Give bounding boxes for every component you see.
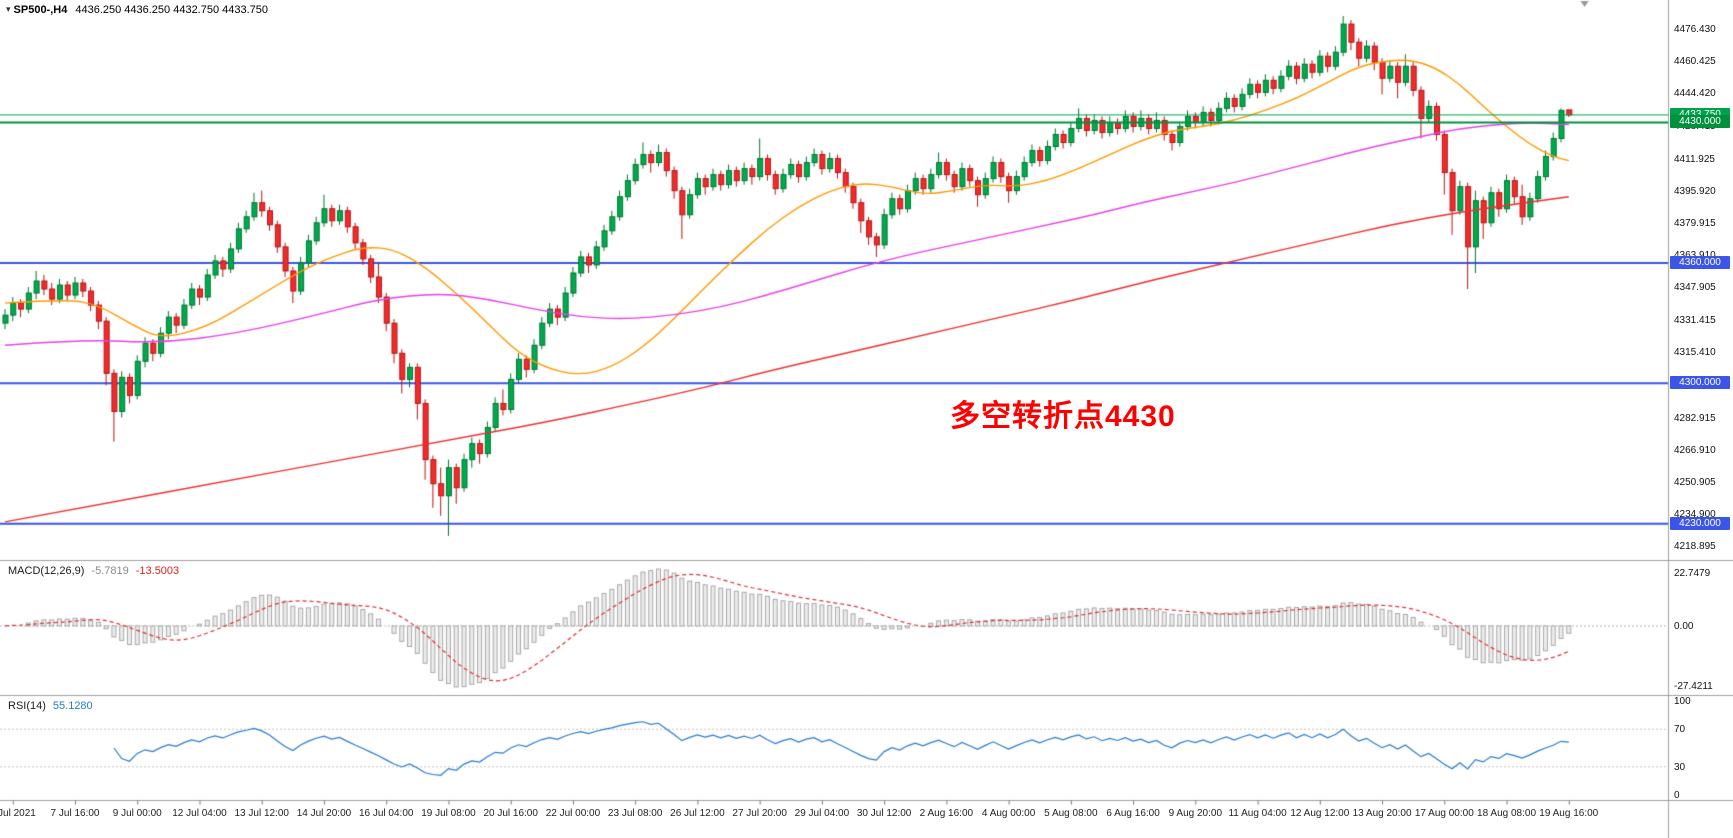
macd-scale-label: 0.00: [1674, 620, 1694, 632]
price-scale-label: 4218.895: [1674, 541, 1716, 553]
time-scale-label: 22 Jul 00:00: [545, 808, 601, 819]
time-scale-label: 5 Aug 08:00: [1044, 808, 1098, 819]
time-scale-label: 13 Aug 20:00: [1352, 808, 1412, 819]
macd-scale-label: 22.7479: [1674, 568, 1711, 579]
price-level-badge: 4300.000: [1670, 376, 1730, 390]
time-scale-label: 14 Jul 20:00: [296, 808, 352, 819]
price-scale-label: 4250.905: [1674, 476, 1716, 488]
rsi-scale-label: 100: [1674, 696, 1691, 707]
price-level-badge: 4430.000: [1670, 115, 1730, 129]
time-scale-label: 23 Jul 08:00: [607, 808, 663, 819]
macd-name-label: MACD(12,26,9): [8, 565, 85, 577]
time-scale-label: 13 Jul 12:00: [234, 808, 289, 819]
rsi-scale-label: 70: [1674, 724, 1686, 736]
price-scale-label: 4347.905: [1674, 282, 1716, 294]
time-scale-label: 17 Aug 00:00: [1414, 808, 1474, 819]
price-scale-label: 4363.910: [1674, 250, 1716, 261]
time-scale-label: 12 Aug 12:00: [1290, 808, 1350, 819]
rsi-scale-label: 30: [1674, 761, 1686, 773]
price-scale-label: 4282.915: [1674, 412, 1716, 424]
price-level-badge: 4360.000: [1670, 255, 1730, 269]
price-scale-label: 4234.900: [1674, 509, 1716, 521]
macd-indicator-label: MACD(12,26,9) -5.7819 -13.5003: [8, 565, 179, 577]
price-scale-label: 4460.425: [1674, 56, 1716, 68]
time-scale-label: 29 Jul 04:00: [794, 808, 850, 819]
time-scale-label: 2 Aug 16:00: [919, 808, 974, 819]
chart-annotation-text[interactable]: 多空转折点4430: [950, 400, 1176, 433]
price-scale-label: 4379.915: [1674, 217, 1716, 229]
time-scale-label: 19 Jul 08:00: [421, 808, 476, 819]
time-scale-label: 20 Jul 16:00: [483, 808, 538, 819]
ohlc-values-label: 4436.250 4436.250 4432.750 4433.750: [75, 4, 269, 16]
time-scale-label: 19 Aug 16:00: [1539, 808, 1599, 819]
time-scale-label: 30 Jul 12:00: [856, 808, 912, 819]
time-scale-label: 7 Jul 16:00: [50, 808, 100, 819]
time-scale-label: 11 Aug 04:00: [1228, 808, 1287, 819]
price-scale-label: 4266.910: [1674, 444, 1716, 456]
time-scale-label: 18 Aug 08:00: [1477, 808, 1537, 819]
price-scale-label: 4444.420: [1674, 88, 1716, 100]
rsi-indicator-label: RSI(14) 55.1280: [8, 700, 93, 712]
price-scale-label: 4411.925: [1674, 153, 1715, 165]
time-scale-label: 26 Jul 12:00: [670, 808, 725, 819]
macd-scale-label: -27.4211: [1674, 681, 1713, 692]
time-scale-label: 9 Jul 00:00: [112, 808, 162, 819]
price-scale-label: 4395.920: [1674, 185, 1716, 197]
time-scale-label: 6 Aug 16:00: [1106, 808, 1160, 819]
price-scale-label: 4476.430: [1674, 24, 1716, 36]
time-scale-label: 12 Jul 04:00: [172, 808, 227, 819]
time-scale-axis[interactable]: 6 Jul 2021 7 Jul 16:00 9 Jul 00:00 12 Jul 0…: [0, 801, 1668, 838]
price-level-badge: 4230.000: [1670, 516, 1730, 530]
rsi-value: 55.1280: [52, 700, 93, 712]
price-scale-label: 4331.415: [1674, 315, 1716, 327]
time-scale-label: 6 Jul 2021: [0, 808, 36, 819]
time-scale-label: 27 Jul 20:00: [732, 808, 787, 819]
time-scale-label: 4 Aug 00:00: [981, 808, 1036, 819]
macd-main-value: -5.7819: [91, 565, 129, 577]
symbol-dropdown-icon[interactable]: ▾: [6, 4, 11, 14]
time-scale-label: 9 Aug 20:00: [1168, 808, 1223, 819]
symbol-timeframe-label: SP500-,H4: [13, 4, 68, 16]
chart-header: ▾ SP500-,H4 4436.250 4436.250 4432.750 443…: [6, 4, 268, 16]
macd-signal-value: -13.5003: [135, 565, 180, 577]
price-scale-label: 4315.410: [1674, 347, 1716, 359]
price-scale-axis[interactable]: 4476.4304460.4254444.4204428.4154411.925…: [1669, 0, 1733, 838]
rsi-name-label: RSI(14): [8, 700, 46, 712]
rsi-scale-label: 0: [1674, 790, 1680, 801]
time-scale-label: 16 Jul 04:00: [358, 808, 414, 819]
